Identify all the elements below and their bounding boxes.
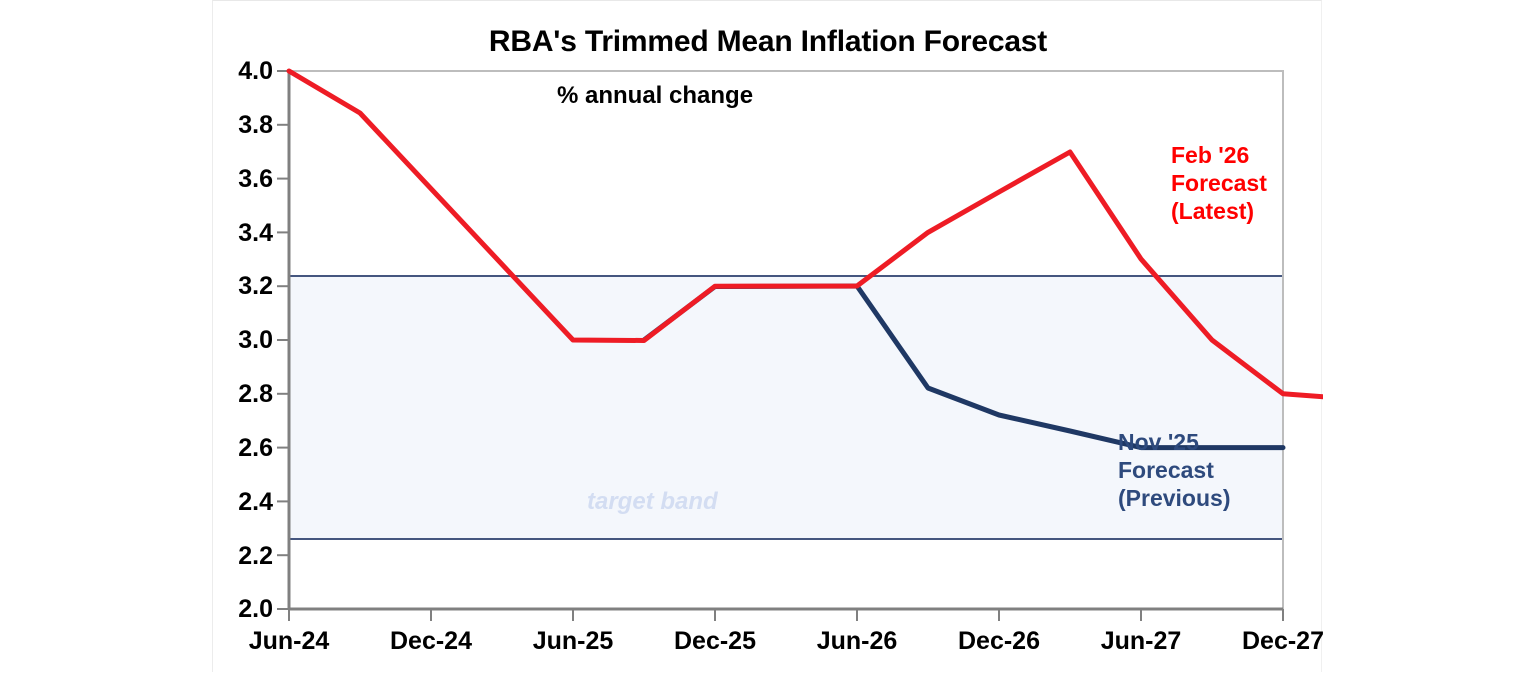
ytick-label-2-0: 2.0: [238, 595, 273, 623]
series-label-feb26: Feb '26 Forecast (Latest): [1171, 142, 1267, 225]
xtick-label-jun-24: Jun-24: [248, 627, 330, 655]
ytick-label-3-6: 3.6: [238, 165, 273, 193]
xtick-label-dec-24: Dec-24: [390, 627, 472, 655]
ytick-label-2-4: 2.4: [238, 488, 273, 516]
xtick-label-jun-26: Jun-26: [816, 627, 898, 655]
ytick-label-3-8: 3.8: [238, 111, 273, 139]
ytick-label-3-2: 3.2: [238, 272, 273, 300]
chart-title: RBA's Trimmed Mean Inflation Forecast: [488, 25, 1048, 58]
series-label-nov25: Nov '25 Forecast (Previous): [1118, 429, 1231, 512]
target-band-fill: [289, 276, 1283, 539]
plot-area: [277, 68, 1323, 621]
y-axis-note-label: % annual change: [557, 82, 754, 109]
xtick-label-jun-25: Jun-25: [532, 627, 614, 655]
ytick-label-2-8: 2.8: [238, 380, 273, 408]
ytick-label-2-6: 2.6: [238, 434, 273, 462]
x-axis-ticks: [288, 609, 1284, 621]
ytick-label-3-0: 3.0: [238, 326, 273, 354]
chart-figure: RBA's Trimmed Mean Inflation Forecast: [212, 0, 1324, 672]
xtick-label-jun-27: Jun-27: [1100, 627, 1182, 655]
ytick-label-2-2: 2.2: [238, 542, 273, 570]
ytick-label-4-0: 4.0: [238, 57, 273, 85]
target-band-label: target band: [587, 488, 718, 515]
xtick-label-dec-25: Dec-25: [674, 627, 756, 655]
xtick-label-dec-26: Dec-26: [958, 627, 1040, 655]
plot-frame: [289, 70, 1284, 609]
y-axis-ticks: [277, 70, 289, 610]
ytick-label-3-4: 3.4: [238, 219, 273, 247]
series-line-feb26: [286, 68, 1323, 400]
xtick-label-dec-27: Dec-27: [1242, 627, 1324, 655]
